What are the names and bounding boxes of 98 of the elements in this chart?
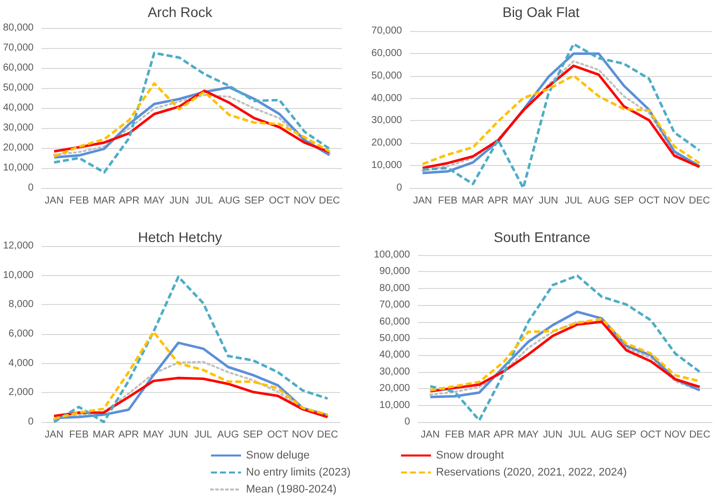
x-tick-label: FEB bbox=[445, 430, 465, 440]
y-tick-label: 4,000 bbox=[8, 358, 34, 369]
legend-label: No entry limits (2023) bbox=[246, 466, 351, 478]
x-tick-label: OCT bbox=[268, 196, 290, 206]
y-tick-label: 60,000 bbox=[371, 48, 402, 59]
x-tick-label: OCT bbox=[267, 430, 288, 440]
chart-title: Hetch Hetchy bbox=[138, 229, 222, 245]
x-tick-label: MAR bbox=[468, 430, 490, 440]
x-tick-label: MAY bbox=[143, 430, 164, 440]
x-tick-label: OCT bbox=[638, 196, 660, 206]
x-tick-label: JUL bbox=[568, 430, 587, 440]
x-tick-label: MAR bbox=[92, 430, 115, 440]
x-tick-label: DEC bbox=[688, 196, 710, 206]
x-tick-label: JUN bbox=[538, 196, 558, 206]
x-tick-label: SEP bbox=[244, 196, 265, 206]
y-tick-label: 30,000 bbox=[371, 115, 402, 126]
x-tick-label: JUL bbox=[564, 196, 583, 206]
y-tick-label: 0 bbox=[404, 416, 410, 428]
x-tick-label: JAN bbox=[44, 430, 64, 440]
x-tick-label: SEP bbox=[614, 196, 634, 206]
y-tick-label: 50,000 bbox=[371, 70, 402, 82]
legend-label: Reservations (2020, 2021, 2022, 2024) bbox=[436, 466, 627, 478]
y-tick-label: 0 bbox=[28, 416, 34, 428]
y-tick-label: 20,000 bbox=[2, 142, 34, 154]
x-tick-label: DEC bbox=[689, 430, 710, 440]
x-tick-label: MAY bbox=[512, 196, 534, 206]
x-tick-label: MAR bbox=[462, 196, 484, 206]
y-tick-label: 50,000 bbox=[2, 82, 34, 94]
legend-label: Mean (1980-2024) bbox=[246, 484, 337, 496]
x-tick-label: APR bbox=[493, 430, 514, 440]
x-tick-label: JUN bbox=[543, 430, 562, 440]
y-tick-label: 20,000 bbox=[371, 138, 402, 149]
y-tick-label: 40,000 bbox=[379, 350, 410, 361]
x-tick-label: NOV bbox=[663, 196, 686, 206]
y-tick-label: 80,000 bbox=[2, 22, 34, 34]
y-tick-label: 0 bbox=[28, 182, 34, 194]
legend-label: Snow deluge bbox=[246, 450, 310, 462]
x-tick-label: AUG bbox=[590, 430, 613, 440]
line-series bbox=[52, 376, 329, 418]
chart-title: Arch Rock bbox=[148, 4, 214, 20]
x-tick-label: JUN bbox=[170, 196, 189, 206]
legend-label: Snow drought bbox=[436, 450, 504, 462]
y-tick-label: 40,000 bbox=[371, 92, 402, 104]
x-tick-label: MAY bbox=[518, 430, 540, 440]
y-tick-label: 90,000 bbox=[379, 266, 410, 278]
x-tick-label: AUG bbox=[588, 196, 610, 206]
y-tick-label: 10,000 bbox=[2, 162, 34, 174]
y-tick-label: 2,000 bbox=[8, 387, 34, 398]
y-tick-label: 10,000 bbox=[379, 400, 410, 411]
line-series bbox=[429, 274, 701, 422]
y-tick-label: 10,000 bbox=[2, 270, 34, 281]
x-tick-label: APR bbox=[118, 430, 139, 440]
x-tick-label: APR bbox=[488, 196, 508, 206]
y-tick-label: 60,000 bbox=[379, 316, 410, 328]
y-tick-label: 6,000 bbox=[8, 328, 34, 340]
x-tick-label: APR bbox=[118, 196, 140, 206]
x-tick-label: JAN bbox=[44, 196, 64, 206]
x-tick-label: MAY bbox=[144, 196, 166, 206]
x-tick-label: JAN bbox=[420, 430, 440, 440]
y-tick-label: 0 bbox=[396, 182, 402, 194]
x-tick-label: MAR bbox=[93, 196, 116, 206]
line-series bbox=[53, 360, 329, 420]
y-tick-label: 8,000 bbox=[8, 299, 34, 310]
line-series bbox=[52, 276, 329, 424]
chart-title: Big Oak Flat bbox=[502, 4, 580, 20]
line-series bbox=[421, 42, 701, 190]
x-tick-label: DEC bbox=[317, 430, 338, 440]
y-tick-label: 20,000 bbox=[379, 383, 410, 394]
y-tick-label: 12,000 bbox=[2, 240, 34, 252]
x-tick-label: JUL bbox=[195, 196, 214, 206]
x-tick-label: SEP bbox=[242, 430, 264, 440]
y-tick-label: 80,000 bbox=[379, 282, 410, 294]
x-tick-label: OCT bbox=[640, 430, 662, 440]
x-tick-label: JAN bbox=[413, 196, 432, 206]
y-tick-label: 70,000 bbox=[371, 26, 402, 36]
x-tick-label: FEB bbox=[69, 430, 89, 440]
y-tick-label: 40,000 bbox=[2, 102, 34, 114]
x-tick-label: JUL bbox=[194, 430, 213, 440]
x-tick-label: JUN bbox=[168, 430, 188, 440]
y-tick-label: 70,000 bbox=[379, 300, 410, 311]
y-tick-label: 100,000 bbox=[374, 250, 410, 260]
line-series bbox=[52, 52, 331, 174]
x-tick-label: DEC bbox=[318, 196, 340, 206]
x-tick-label: NOV bbox=[664, 430, 686, 440]
x-tick-label: NOV bbox=[294, 196, 316, 206]
y-tick-label: 30,000 bbox=[2, 122, 34, 134]
y-tick-label: 70,000 bbox=[2, 42, 34, 54]
y-tick-label: 30,000 bbox=[379, 366, 410, 378]
x-tick-label: FEB bbox=[69, 196, 90, 206]
chart-title: South Entrance bbox=[494, 229, 590, 245]
x-tick-label: AUG bbox=[217, 430, 240, 440]
y-tick-label: 10,000 bbox=[371, 160, 402, 172]
y-tick-label: 50,000 bbox=[379, 333, 410, 344]
y-tick-label: 60,000 bbox=[2, 62, 34, 74]
x-tick-label: AUG bbox=[218, 196, 240, 206]
x-tick-label: SEP bbox=[616, 430, 637, 440]
x-tick-label: FEB bbox=[438, 196, 458, 206]
x-tick-label: NOV bbox=[292, 430, 314, 440]
